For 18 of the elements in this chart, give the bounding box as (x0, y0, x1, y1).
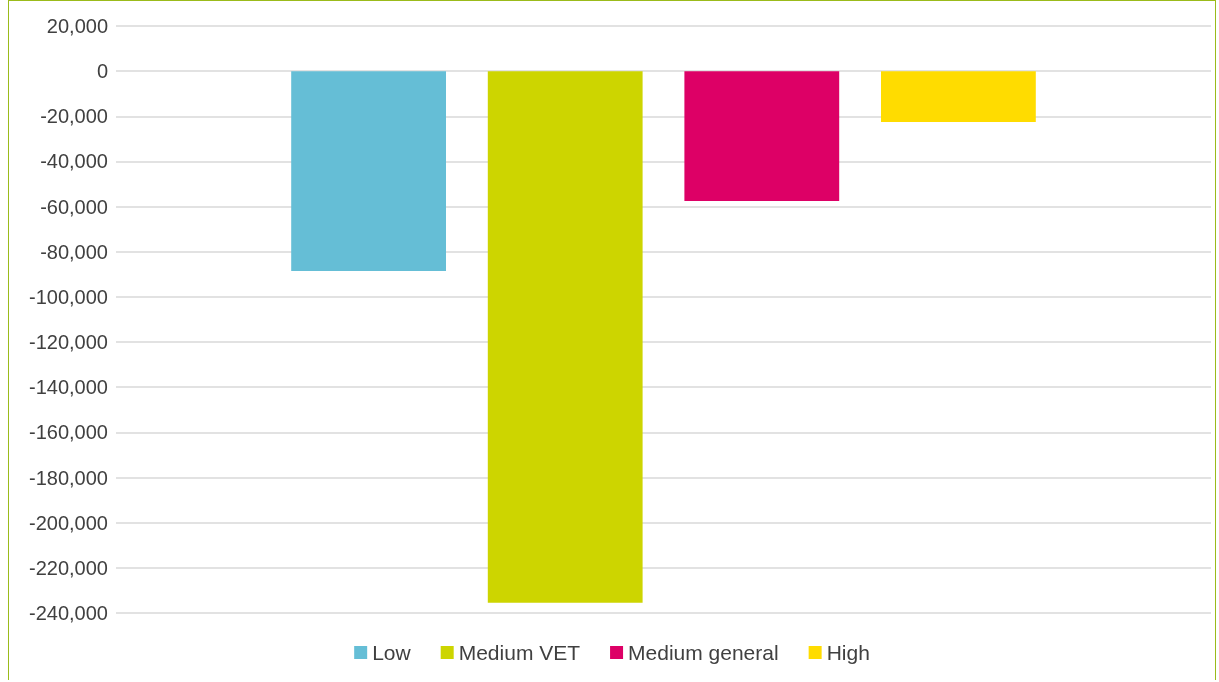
legend-label: Medium VET (458, 641, 581, 664)
y-tick-label: -180,000 (29, 466, 108, 489)
legend-label: High (826, 641, 870, 664)
legend-label: Medium general (628, 641, 779, 664)
y-tick-label: -200,000 (29, 511, 108, 534)
legend-label: Low (372, 641, 412, 664)
y-tick-label: -220,000 (29, 556, 108, 579)
y-tick-label: -40,000 (40, 150, 108, 173)
y-tick-label: 20,000 (46, 15, 108, 37)
y-tick-label: -120,000 (29, 331, 108, 354)
y-tick-label: 0 (96, 60, 108, 83)
y-tick-label: -100,000 (29, 285, 108, 308)
y-tick-label: -140,000 (29, 376, 108, 399)
y-tick-label: -80,000 (40, 240, 108, 263)
y-tick-label: -20,000 (40, 105, 108, 128)
y-tick-label: -160,000 (29, 421, 108, 444)
y-tick-label: -60,000 (40, 195, 108, 218)
y-tick-label: -240,000 (29, 602, 108, 624)
